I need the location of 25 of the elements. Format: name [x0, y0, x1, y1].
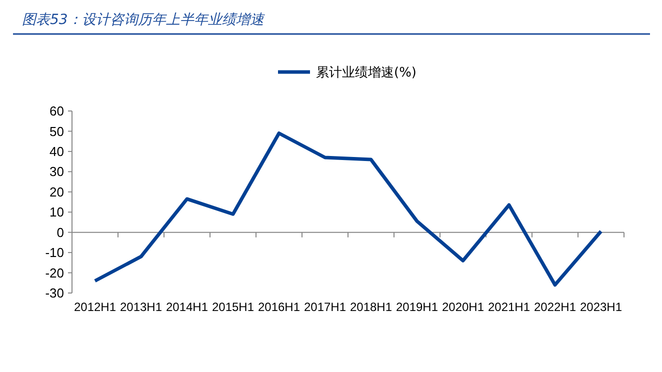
y-tick-label: 50 [50, 124, 64, 139]
y-tick-label: -10 [45, 245, 64, 260]
y-tick-label: -20 [45, 265, 64, 280]
y-tick-label: 20 [50, 184, 64, 200]
x-tick-label: 2023H1 [580, 300, 622, 314]
x-tick-label: 2018H1 [350, 300, 392, 314]
x-tick-label: 2013H1 [120, 300, 162, 314]
y-tick-label: 10 [50, 204, 64, 220]
y-tick-label: 0 [56, 224, 64, 240]
x-tick-label: 2014H1 [166, 300, 208, 314]
x-tick-label: 2016H1 [258, 300, 300, 314]
y-tick-label: -30 [45, 286, 64, 301]
chart-title: 图表53：设计咨询历年上半年业绩增速 [22, 12, 265, 28]
x-tick-label: 2020H1 [442, 300, 484, 314]
x-tick-label: 2012H1 [74, 300, 116, 314]
x-tick-label: 2021H1 [488, 300, 530, 314]
x-tick-label: 2015H1 [212, 300, 254, 314]
y-tick-label: 60 [50, 104, 64, 119]
y-tick-label: 30 [50, 164, 64, 180]
x-tick-label: 2019H1 [396, 300, 438, 314]
x-tick-label: 2017H1 [304, 300, 346, 314]
x-tick-label: 2022H1 [534, 300, 576, 314]
legend-label: 累计业绩增速(%) [316, 66, 416, 81]
line-series [93, 131, 603, 287]
y-tick-label: 40 [50, 144, 64, 159]
